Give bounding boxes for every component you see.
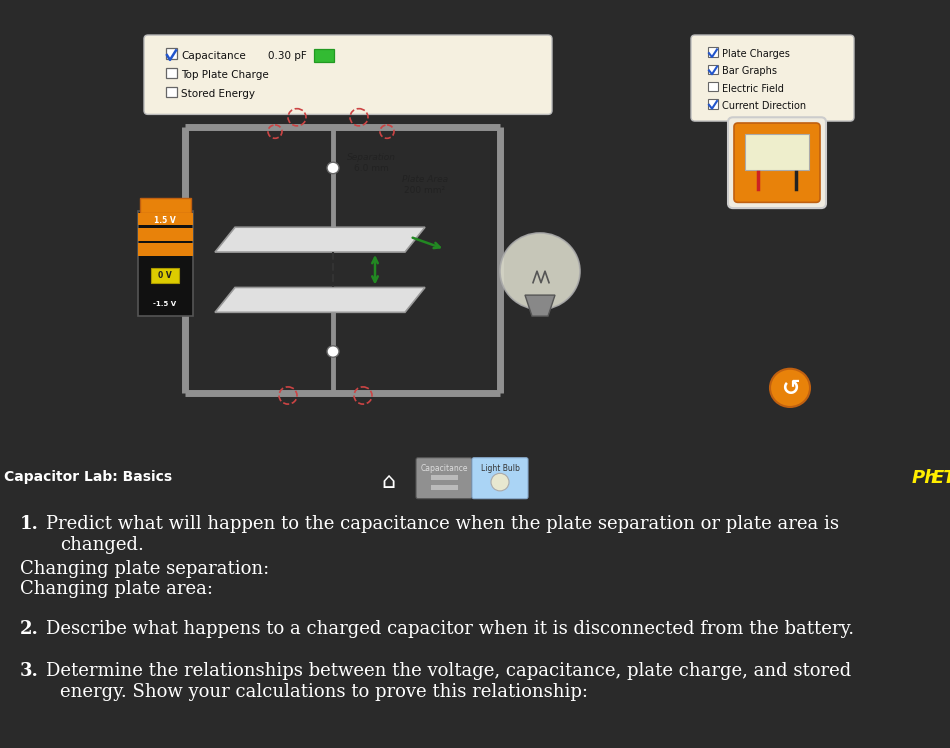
Bar xyxy=(140,197,191,213)
Bar xyxy=(708,82,718,91)
Bar xyxy=(708,47,718,57)
Polygon shape xyxy=(215,287,425,313)
Text: Top Plate Charge: Top Plate Charge xyxy=(181,70,269,80)
Bar xyxy=(166,49,177,59)
Text: 6.0 mm: 6.0 mm xyxy=(353,164,389,173)
Bar xyxy=(708,99,718,108)
Text: Changing plate separation:: Changing plate separation: xyxy=(20,560,269,577)
Text: :: : xyxy=(946,469,950,487)
FancyBboxPatch shape xyxy=(691,35,854,121)
Text: Separation: Separation xyxy=(347,153,395,162)
FancyBboxPatch shape xyxy=(734,123,820,203)
Text: Describe what happens to a charged capacitor when it is disconnected from the ba: Describe what happens to a charged capac… xyxy=(46,619,854,637)
Circle shape xyxy=(327,346,339,358)
FancyBboxPatch shape xyxy=(472,458,528,499)
Bar xyxy=(708,64,718,74)
Bar xyxy=(138,213,193,225)
Text: 0 V: 0 V xyxy=(158,271,172,280)
Text: Electric Field: Electric Field xyxy=(722,84,784,94)
Text: Determine the relationships between the voltage, capacitance, plate charge, and : Determine the relationships between the … xyxy=(46,663,851,681)
Bar xyxy=(138,211,193,316)
Text: ⌂: ⌂ xyxy=(381,472,395,492)
Bar xyxy=(745,134,809,170)
Bar xyxy=(430,474,458,480)
Circle shape xyxy=(491,473,509,491)
Circle shape xyxy=(500,233,580,310)
FancyBboxPatch shape xyxy=(728,117,826,208)
Text: 1.5 V: 1.5 V xyxy=(154,216,176,225)
FancyBboxPatch shape xyxy=(144,35,552,114)
Circle shape xyxy=(770,369,810,407)
Bar xyxy=(138,228,193,241)
Text: Capacitance: Capacitance xyxy=(420,464,467,473)
Bar xyxy=(166,87,177,97)
Text: Capacitance: Capacitance xyxy=(181,51,246,61)
Text: Bar Graphs: Bar Graphs xyxy=(722,67,777,76)
Text: 2.: 2. xyxy=(20,619,39,637)
Text: Stored Energy: Stored Energy xyxy=(181,89,255,99)
Bar xyxy=(138,244,193,256)
Text: 0.30 pF: 0.30 pF xyxy=(268,51,307,61)
Circle shape xyxy=(327,162,339,174)
Text: ET: ET xyxy=(932,469,950,487)
Text: Ph: Ph xyxy=(912,469,938,487)
Text: Current Direction: Current Direction xyxy=(722,101,807,111)
Bar xyxy=(166,67,177,78)
Text: 3.: 3. xyxy=(20,663,39,681)
Text: 1.: 1. xyxy=(20,515,39,533)
Text: -1.5 V: -1.5 V xyxy=(154,301,177,307)
Bar xyxy=(151,269,179,283)
Text: energy. Show your calculations to prove this relationship:: energy. Show your calculations to prove … xyxy=(60,683,588,701)
Text: Light Bulb: Light Bulb xyxy=(481,464,520,473)
Bar xyxy=(314,49,334,62)
Text: 200 mm²: 200 mm² xyxy=(405,186,446,194)
Text: ↺: ↺ xyxy=(781,378,799,399)
Text: Plate Area: Plate Area xyxy=(402,175,448,184)
Text: Predict what will happen to the capacitance when the plate separation or plate a: Predict what will happen to the capacita… xyxy=(46,515,839,533)
FancyBboxPatch shape xyxy=(416,458,472,499)
Bar xyxy=(430,484,458,490)
Polygon shape xyxy=(215,227,425,252)
Text: changed.: changed. xyxy=(60,536,143,554)
Text: Changing plate area:: Changing plate area: xyxy=(20,580,213,598)
Polygon shape xyxy=(525,295,555,316)
Text: Capacitor Lab: Basics: Capacitor Lab: Basics xyxy=(4,470,172,484)
Text: Plate Charges: Plate Charges xyxy=(722,49,789,59)
